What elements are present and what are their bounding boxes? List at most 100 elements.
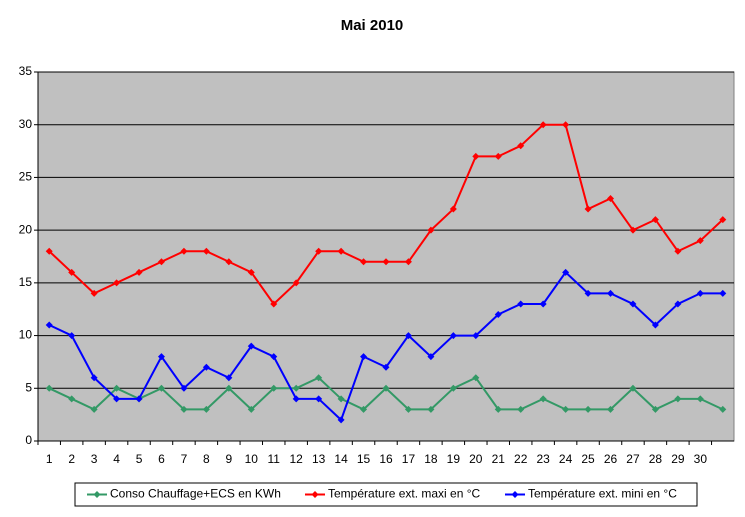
point [270, 353, 278, 361]
legend-marker [511, 491, 519, 498]
point [247, 342, 255, 350]
point [472, 152, 480, 160]
x-tick-label: 17 [402, 452, 416, 466]
point [337, 416, 345, 424]
x-tick-label: 28 [649, 452, 663, 466]
x-tick-label: 4 [113, 452, 120, 466]
point [247, 268, 255, 276]
x-tick-label: 9 [225, 452, 232, 466]
point [202, 363, 210, 371]
point [90, 405, 98, 413]
x-tick-label: 15 [357, 452, 371, 466]
point [651, 405, 659, 413]
x-tick-label: 26 [604, 452, 618, 466]
point [45, 247, 53, 255]
plot-area [37, 71, 735, 442]
point [696, 237, 704, 245]
x-tick-label: 6 [158, 452, 165, 466]
point [113, 279, 121, 287]
point [494, 405, 502, 413]
point [315, 395, 323, 403]
x-tick-label: 21 [492, 452, 506, 466]
point [68, 395, 76, 403]
point [180, 405, 188, 413]
point [449, 384, 457, 392]
point [225, 258, 233, 266]
y-tick-label: 5 [25, 380, 32, 394]
point [225, 384, 233, 392]
x-tick-label: 20 [469, 452, 483, 466]
y-tick-label: 0 [25, 433, 32, 447]
point [539, 395, 547, 403]
point [68, 332, 76, 340]
point [494, 310, 502, 318]
x-tick-label: 14 [334, 452, 348, 466]
point [360, 258, 368, 266]
x-tick-label: 7 [181, 452, 188, 466]
legend-marker [311, 491, 319, 498]
point [607, 195, 615, 203]
y-tick-label: 25 [19, 170, 33, 184]
point [404, 258, 412, 266]
point [270, 300, 278, 308]
point [135, 395, 143, 403]
point [674, 300, 682, 308]
point [113, 384, 121, 392]
point [517, 300, 525, 308]
point [427, 405, 435, 413]
y-tick-label: 10 [19, 328, 33, 342]
point [157, 258, 165, 266]
x-tick-label: 2 [68, 452, 75, 466]
point [719, 216, 727, 224]
point [315, 374, 323, 382]
x-tick-label: 10 [245, 452, 259, 466]
point [562, 405, 570, 413]
x-tick-label: 29 [671, 452, 685, 466]
point [45, 321, 53, 329]
point [337, 247, 345, 255]
point [449, 332, 457, 340]
point [719, 405, 727, 413]
y-tick-label: 35 [19, 64, 33, 78]
x-tick-label: 16 [379, 452, 393, 466]
point [247, 405, 255, 413]
point [562, 121, 570, 129]
point [157, 384, 165, 392]
legend-label: Conso Chauffage+ECS en KWh [110, 487, 281, 501]
point [292, 279, 300, 287]
legend [74, 482, 698, 507]
point [337, 395, 345, 403]
point [157, 353, 165, 361]
point [629, 384, 637, 392]
x-tick-label: 5 [136, 452, 143, 466]
point [517, 405, 525, 413]
x-tick-label: 30 [694, 452, 708, 466]
x-tick-label: 18 [424, 452, 438, 466]
point [202, 247, 210, 255]
point [607, 405, 615, 413]
x-tick-label: 22 [514, 452, 528, 466]
point [629, 226, 637, 234]
point [382, 363, 390, 371]
y-tick-label: 20 [19, 222, 33, 236]
point [494, 152, 502, 160]
point [584, 289, 592, 297]
point [292, 384, 300, 392]
point [202, 405, 210, 413]
point [315, 247, 323, 255]
point [113, 395, 121, 403]
point [427, 226, 435, 234]
point [719, 289, 727, 297]
x-tick-label: 19 [447, 452, 461, 466]
point [562, 268, 570, 276]
point [472, 332, 480, 340]
point [674, 247, 682, 255]
point [427, 353, 435, 361]
x-tick-label: 25 [581, 452, 595, 466]
point [696, 289, 704, 297]
y-tick-label: 15 [19, 275, 33, 289]
point [651, 216, 659, 224]
y-tick-label: 30 [19, 117, 33, 131]
point [404, 405, 412, 413]
